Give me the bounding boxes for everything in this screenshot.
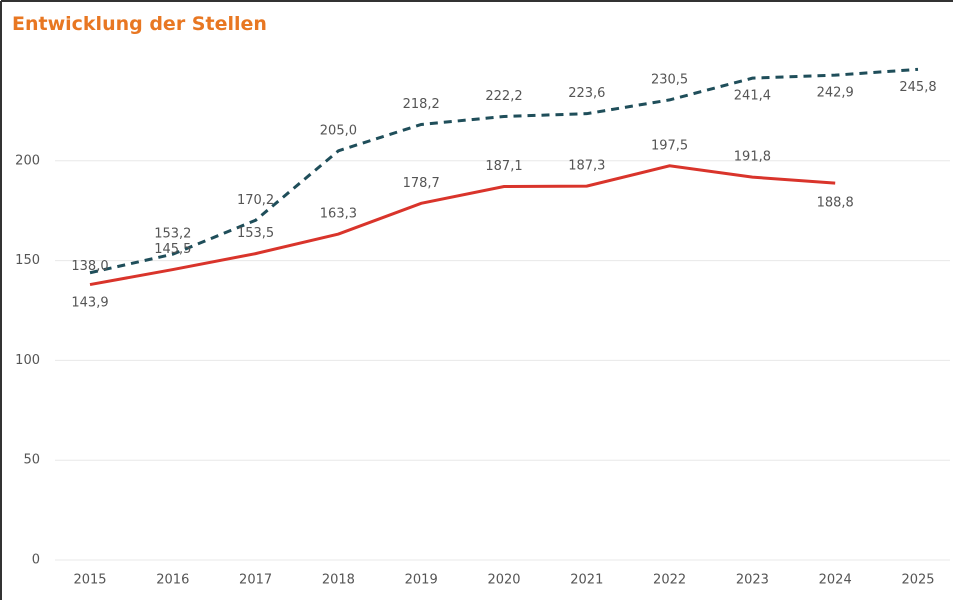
x-tick-label: 2023	[736, 573, 769, 588]
x-tick-label: 2016	[156, 573, 189, 588]
x-tick-label: 2017	[239, 573, 272, 588]
y-tick-label: 200	[15, 153, 40, 168]
data-label: 245,8	[899, 80, 936, 95]
x-tick-label: 2021	[570, 573, 603, 588]
data-label: 145,5	[154, 242, 191, 257]
data-label: 178,7	[403, 176, 440, 191]
data-label: 187,3	[568, 159, 605, 174]
y-tick-label: 150	[15, 253, 40, 268]
data-label: 197,5	[651, 138, 688, 153]
y-tick-label: 100	[15, 353, 40, 368]
x-tick-label: 2018	[322, 573, 355, 588]
y-tick-label: 0	[32, 553, 40, 568]
data-label: 241,4	[734, 89, 771, 104]
data-label: 222,2	[485, 89, 522, 104]
data-label: 153,5	[237, 226, 274, 241]
x-tick-label: 2022	[653, 573, 686, 588]
data-label: 188,8	[817, 196, 854, 211]
data-label: 230,5	[651, 72, 688, 87]
data-label: 218,2	[403, 97, 440, 112]
data-label: 223,6	[568, 86, 605, 101]
series-line	[89, 67, 919, 275]
data-label: 242,9	[817, 86, 854, 101]
data-label: 191,8	[734, 150, 771, 165]
y-tick-label: 50	[23, 453, 40, 468]
x-tick-label: 2020	[487, 573, 520, 588]
data-label: 163,3	[320, 207, 357, 222]
data-label: 143,9	[71, 295, 108, 310]
data-label: 187,1	[485, 159, 522, 174]
x-tick-label: 2015	[73, 573, 106, 588]
chart-title: Entwicklung der Stellen	[12, 13, 267, 35]
data-label: 138,0	[71, 259, 108, 274]
series-line	[89, 164, 836, 287]
x-tick-label: 2019	[405, 573, 438, 588]
x-tick-label: 2024	[819, 573, 852, 588]
data-label: 170,2	[237, 193, 274, 208]
x-tick-label: 2025	[901, 573, 934, 588]
data-label: 205,0	[320, 123, 357, 138]
data-label: 153,2	[154, 227, 191, 242]
